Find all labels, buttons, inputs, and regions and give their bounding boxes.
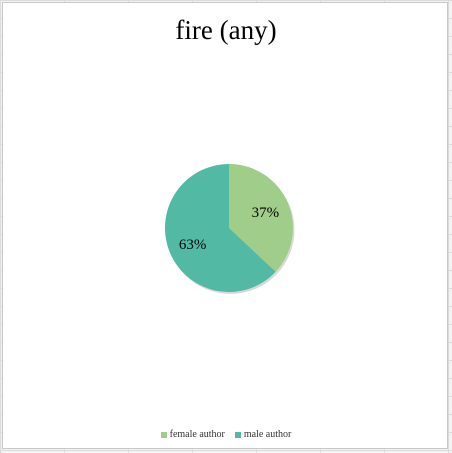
legend-item-female-author: female author [161,429,225,440]
slice-label-female-author: 37% [252,205,280,221]
legend-swatch-male-author [235,432,241,438]
slice-label-male-author: 63% [179,237,207,253]
chart-area[interactable]: fire (any) 37% 63% female author male aut… [2,2,448,449]
legend-swatch-female-author [161,432,167,438]
legend-label-female-author: female author [170,429,225,440]
legend-label-male-author: male author [244,429,291,440]
legend-item-male-author: male author [235,429,291,440]
legend: female author male author [3,429,449,440]
pie-chart: 37% 63% [3,3,449,423]
